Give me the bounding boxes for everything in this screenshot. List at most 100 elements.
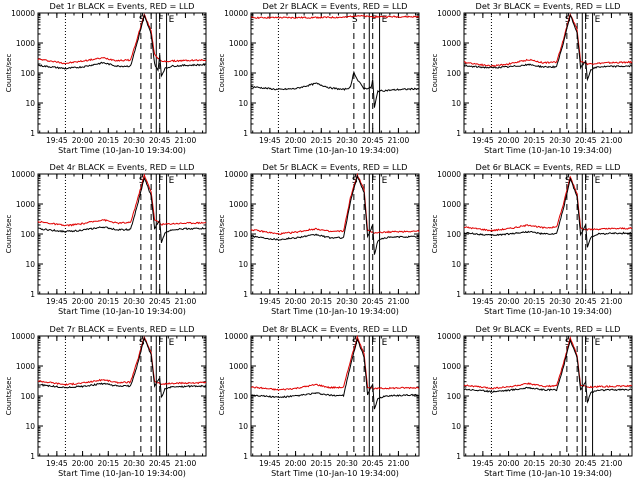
y-axis-label: Counts/sec [5, 377, 13, 416]
panel-det-1: Det 1r BLACK = Events, RED = LLD 1 10 100 10… [5, 1, 207, 155]
x-axis-label: Start Time (10-Jan-10 19:34:00) [271, 146, 399, 155]
y-tick-label: 1000 [229, 200, 248, 209]
y-axis-label: Counts/sec [218, 54, 226, 93]
y-tick-label: 10 [25, 422, 35, 431]
x-tick-label: 20:45 [575, 459, 597, 468]
y-tick-label: 100 [447, 230, 462, 239]
y-tick-label: 10 [238, 422, 248, 431]
events-series-line [250, 175, 420, 255]
y-tick-label: 10000 [437, 170, 461, 179]
panel-title: Det 7r BLACK = Events, RED = LLD [50, 324, 195, 334]
marker-letter-e: E [382, 15, 388, 25]
y-tick-label: 10 [238, 260, 248, 269]
x-tick-label: 20:30 [336, 136, 358, 145]
x-tick-label: 20:15 [523, 136, 545, 145]
events-series-line [463, 338, 633, 404]
marker-letter-e: E [595, 15, 601, 25]
marker-letter-s: S [139, 15, 145, 25]
lld-series-line [250, 172, 420, 235]
x-tick-label: 19:45 [259, 136, 281, 145]
events-series-line [250, 337, 420, 410]
y-axis-label: Counts/sec [431, 54, 439, 93]
marker-letter-s: S [565, 176, 571, 186]
x-tick-label: 20:15 [523, 297, 545, 306]
x-tick-label: 20:00 [498, 136, 520, 145]
y-axis-label: Counts/sec [431, 215, 439, 254]
y-tick-label: 1 [243, 129, 248, 138]
x-tick-label: 20:00 [498, 459, 520, 468]
x-tick-label: 19:45 [259, 297, 281, 306]
x-tick-label: 20:45 [149, 136, 171, 145]
y-axis-label: Counts/sec [218, 377, 226, 416]
x-tick-label: 20:30 [549, 459, 571, 468]
panel-det-7: Det 7r BLACK = Events, RED = LLD 1 10 100 10… [5, 324, 207, 478]
marker-letter-e: E [595, 176, 601, 186]
panel-title: Det 1r BLACK = Events, RED = LLD [50, 1, 195, 11]
y-tick-label: 10000 [437, 332, 461, 341]
y-tick-label: 10 [451, 422, 461, 431]
marker-letter-f: F [584, 338, 589, 348]
x-tick-label: 19:45 [259, 459, 281, 468]
marker-letter-f: F [371, 338, 376, 348]
y-tick-label: 10 [238, 99, 248, 108]
y-tick-label: 1000 [16, 362, 35, 371]
x-tick-label: 21:00 [601, 459, 623, 468]
panel-title: Det 8r BLACK = Events, RED = LLD [263, 324, 408, 334]
y-tick-label: 10000 [224, 9, 248, 18]
marker-letter-f: F [584, 176, 589, 186]
x-tick-label: 19:45 [46, 136, 68, 145]
x-tick-label: 21:00 [601, 297, 623, 306]
panel-det-6: Det 6r BLACK = Events, RED = LLD 1 10 100 10… [431, 162, 633, 316]
x-tick-label: 20:45 [362, 136, 384, 145]
y-tick-label: 1000 [442, 39, 461, 48]
y-axis-label: Counts/sec [5, 54, 13, 93]
lld-series-line [463, 175, 633, 232]
panel-title: Det 6r BLACK = Events, RED = LLD [476, 162, 621, 172]
x-tick-label: 20:30 [336, 297, 358, 306]
marker-letter-f: F [584, 15, 589, 25]
y-tick-label: 10 [451, 99, 461, 108]
panel-title: Det 5r BLACK = Events, RED = LLD [263, 162, 408, 172]
marker-letter-f: F [371, 15, 376, 25]
marker-letter-s: S [352, 176, 358, 186]
marker-letter-s: S [139, 176, 145, 186]
x-tick-label: 20:00 [498, 297, 520, 306]
x-tick-label: 20:00 [72, 297, 94, 306]
lld-series-line [250, 334, 420, 392]
plot-frame [37, 173, 207, 295]
x-tick-label: 21:00 [175, 297, 197, 306]
x-tick-label: 21:00 [388, 459, 410, 468]
panel-det-9: Det 9r BLACK = Events, RED = LLD 1 10 100 10… [431, 324, 633, 478]
x-tick-label: 20:15 [97, 459, 119, 468]
y-tick-label: 1 [456, 452, 461, 461]
x-tick-label: 20:00 [72, 136, 94, 145]
events-series-line [37, 13, 207, 78]
y-tick-label: 1 [30, 129, 35, 138]
x-tick-label: 20:30 [123, 297, 145, 306]
panel-title: Det 4r BLACK = Events, RED = LLD [50, 162, 195, 172]
panel-det-3: Det 3r BLACK = Events, RED = LLD 1 10 100 10… [431, 1, 633, 155]
y-tick-label: 1000 [229, 362, 248, 371]
y-tick-label: 1 [456, 290, 461, 299]
x-tick-label: 19:45 [46, 297, 68, 306]
x-axis-label: Start Time (10-Jan-10 19:34:00) [58, 146, 186, 155]
x-axis-label: Start Time (10-Jan-10 19:34:00) [271, 307, 399, 316]
x-tick-label: 21:00 [175, 136, 197, 145]
x-axis-label: Start Time (10-Jan-10 19:34:00) [271, 469, 399, 478]
x-tick-label: 19:45 [472, 136, 494, 145]
marker-letter-e: E [382, 338, 388, 348]
y-tick-label: 100 [447, 69, 462, 78]
y-axis-label: Counts/sec [218, 215, 226, 254]
plot-frame [250, 12, 420, 134]
marker-letter-s: S [352, 338, 358, 348]
y-tick-label: 10 [451, 260, 461, 269]
y-tick-label: 10000 [224, 332, 248, 341]
y-tick-label: 1 [243, 290, 248, 299]
x-tick-label: 20:30 [336, 459, 358, 468]
panel-title: Det 3r BLACK = Events, RED = LLD [476, 1, 621, 11]
y-tick-label: 1000 [229, 39, 248, 48]
x-tick-label: 20:15 [310, 297, 332, 306]
y-tick-label: 10000 [437, 9, 461, 18]
marker-letter-s: S [565, 338, 571, 348]
